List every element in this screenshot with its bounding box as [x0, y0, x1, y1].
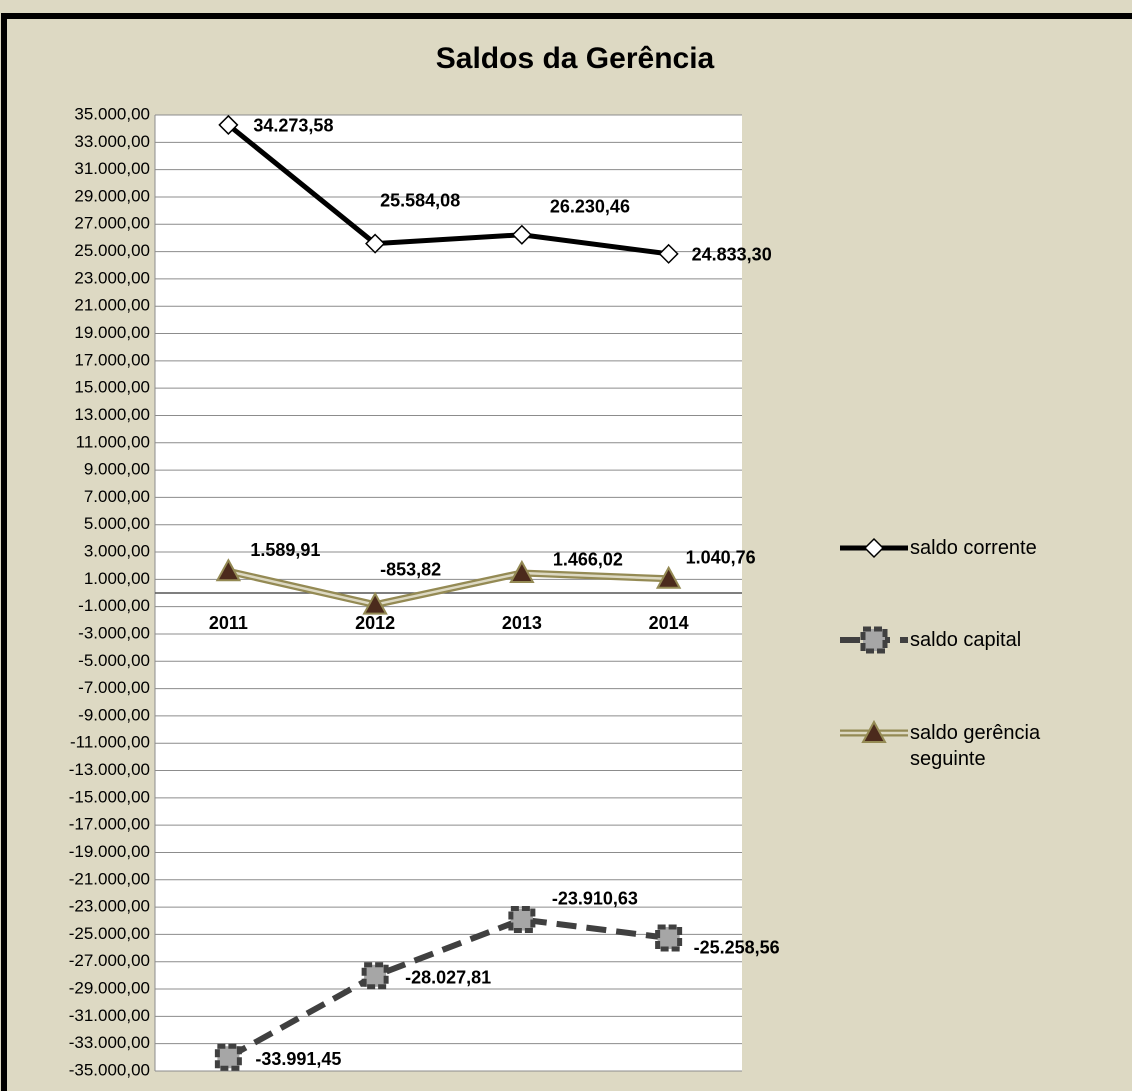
data-label: -28.027,81: [405, 968, 491, 988]
marker: [218, 114, 239, 135]
y-tick-label: 15.000,00: [74, 378, 150, 397]
data-label: 24.833,30: [692, 245, 772, 265]
marker: [655, 565, 682, 589]
legend-label: saldo gerência seguinte: [910, 722, 1041, 770]
data-label: -33.991,45: [255, 1049, 341, 1069]
y-tick-label: 11.000,00: [76, 432, 150, 451]
y-tick-label: -29.000,00: [69, 979, 150, 998]
legend-marker: [861, 719, 887, 743]
data-label: 25.584,08: [380, 190, 460, 210]
y-tick-label: 25.000,00: [74, 241, 150, 260]
data-label: 1.466,02: [553, 550, 623, 570]
legend-label: saldo corrente: [910, 537, 1037, 559]
y-tick-label: -7.000,00: [78, 678, 150, 697]
y-tick-label: 17.000,00: [74, 350, 150, 369]
chart-title: Saldos da Gerência: [436, 42, 715, 75]
y-tick-label: -25.000,00: [69, 924, 150, 943]
y-tick-label: -21.000,00: [69, 869, 150, 888]
y-tick-label: 33.000,00: [74, 132, 150, 151]
y-tick-label: 29.000,00: [74, 186, 150, 205]
legend-marker: [863, 537, 885, 559]
data-label: -853,82: [380, 559, 441, 579]
y-tick-label: 31.000,00: [74, 159, 150, 178]
chart-border: [1, 13, 1132, 1091]
marker: [365, 233, 386, 254]
y-tick-label: 21.000,00: [74, 296, 150, 315]
y-tick-label: -11.000,00: [70, 733, 150, 752]
marker: [509, 559, 535, 583]
y-tick-label: -5.000,00: [78, 651, 150, 670]
data-label: 1.589,91: [250, 540, 320, 560]
marker: [655, 924, 683, 952]
series-line-inner: [228, 570, 669, 606]
data-label: -23.910,63: [552, 888, 638, 908]
y-tick-label: -17.000,00: [69, 815, 150, 834]
y-tick-label: 35.000,00: [74, 104, 150, 123]
y-tick-label: 19.000,00: [74, 323, 150, 342]
marker: [214, 1043, 242, 1071]
y-tick-label: -1.000,00: [78, 596, 150, 615]
y-tick-label: -3.000,00: [78, 623, 150, 642]
marker: [361, 962, 389, 990]
x-tick-label: 2012: [355, 613, 395, 633]
y-tick-label: -35.000,00: [69, 1060, 150, 1079]
data-label: 26.230,46: [550, 197, 630, 217]
marker: [511, 224, 532, 245]
y-tick-label: 1.000,00: [84, 569, 150, 588]
y-tick-label: 23.000,00: [74, 268, 150, 287]
y-tick-label: -13.000,00: [69, 760, 150, 779]
x-tick-label: 2013: [502, 613, 542, 633]
y-tick-label: 27.000,00: [74, 214, 150, 233]
marker: [658, 243, 679, 264]
y-tick-label: 9.000,00: [84, 460, 150, 479]
data-label: -25.258,56: [694, 938, 780, 958]
series-line: [226, 122, 669, 257]
series-line: [226, 916, 669, 1060]
y-tick-label: -9.000,00: [78, 705, 150, 724]
data-label: 34.273,58: [253, 116, 333, 136]
y-tick-label: -19.000,00: [69, 842, 150, 861]
y-tick-label: -31.000,00: [69, 1006, 150, 1025]
legend-marker: [860, 626, 888, 654]
y-tick-label: 13.000,00: [74, 405, 150, 424]
y-tick-label: 5.000,00: [84, 514, 150, 533]
x-tick-label: 2014: [649, 613, 689, 633]
y-tick-label: 3.000,00: [84, 542, 150, 561]
legend-label: saldo capital: [910, 629, 1022, 651]
x-tick-label: 2011: [209, 613, 248, 633]
data-label: 1.040,76: [686, 548, 756, 568]
y-tick-label: -15.000,00: [69, 787, 150, 806]
y-tick-label: -33.000,00: [69, 1033, 150, 1052]
y-tick-label: 7.000,00: [84, 487, 150, 506]
marker: [215, 558, 242, 582]
y-tick-label: -27.000,00: [69, 951, 150, 970]
marker: [362, 591, 388, 615]
marker: [508, 906, 536, 934]
y-tick-label: -23.000,00: [69, 897, 150, 916]
